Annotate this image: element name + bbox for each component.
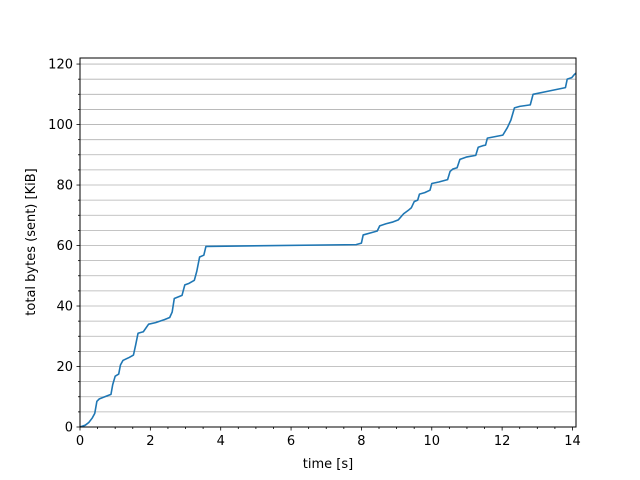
- y-tick-label: 60: [56, 239, 73, 254]
- x-axis-label: time [s]: [303, 457, 353, 472]
- x-tick-label: 14: [564, 434, 581, 449]
- y-tick-label: 0: [65, 421, 73, 436]
- y-tick-label: 120: [48, 58, 73, 73]
- x-tick-label: 12: [494, 434, 511, 449]
- x-tick-label: 10: [423, 434, 440, 449]
- y-axis-label: total bytes (sent) [KiB]: [24, 168, 39, 315]
- x-tick-label: 4: [217, 434, 225, 449]
- x-tick-label: 8: [357, 434, 365, 449]
- plot-frame: [79, 57, 577, 428]
- x-tick-label: 6: [287, 434, 295, 449]
- y-tick-label: 100: [48, 118, 73, 133]
- x-tick-label: 0: [76, 434, 84, 449]
- y-tick-label: 40: [56, 300, 73, 315]
- x-tick-label: 2: [146, 434, 154, 449]
- y-tick-label: 20: [56, 360, 73, 375]
- series-line: [79, 72, 577, 428]
- ticks-layer: 0 20 40 60 80 100 120 0 2 4 6 8 10 12 14: [48, 58, 581, 449]
- y-tick-label: 80: [56, 179, 73, 194]
- grid-layer: [80, 63, 576, 413]
